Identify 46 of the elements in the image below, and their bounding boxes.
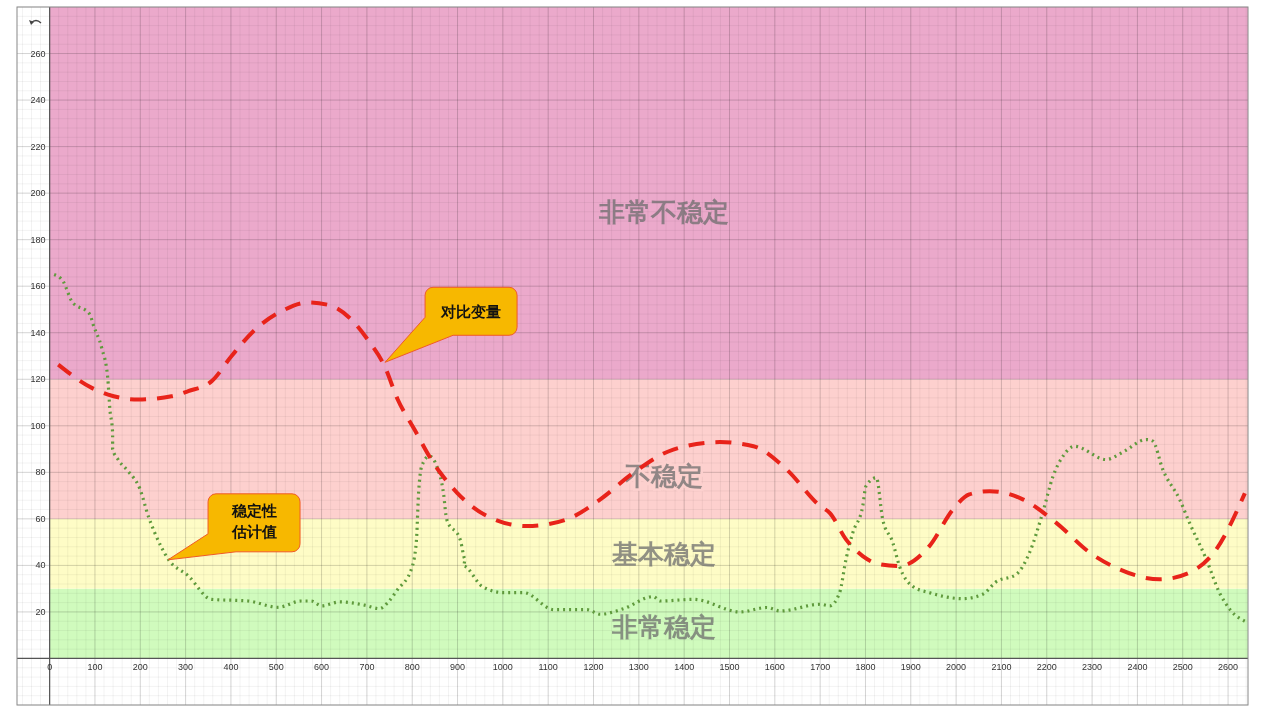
x-tick-label: 1400	[674, 662, 695, 673]
x-tick-label: 2500	[1172, 662, 1193, 673]
x-tick-label: 500	[268, 662, 284, 673]
y-tick-label: 40	[35, 560, 46, 571]
x-tick-label: 800	[404, 662, 420, 673]
x-tick-label: 1900	[900, 662, 921, 673]
x-tick-label: 2300	[1082, 662, 1103, 673]
x-tick-label: 1300	[628, 662, 649, 673]
annotation: 稳定性估计值	[230, 501, 277, 540]
x-tick-label: 2000	[946, 662, 967, 673]
y-tick-label: 120	[30, 374, 46, 385]
y-tick-label: 180	[30, 234, 46, 245]
band-label: 基本稳定	[610, 538, 716, 569]
x-tick-label: 1200	[583, 662, 604, 673]
band-label: 非常稳定	[610, 611, 716, 642]
y-tick-label: 260	[30, 48, 46, 59]
x-tick-label: 1100	[538, 662, 558, 673]
x-tick-label: 100	[87, 662, 103, 673]
y-tick-label: 60	[35, 513, 46, 524]
x-tick-label: 700	[359, 662, 375, 673]
x-tick-label: 1700	[810, 662, 831, 673]
y-tick-label: 100	[30, 420, 46, 431]
x-tick-label: 1500	[719, 662, 740, 673]
x-tick-label: 2400	[1127, 662, 1148, 673]
band-label: 非常不稳定	[597, 196, 729, 227]
x-tick-label: 1000	[492, 662, 513, 673]
y-tick-label: 240	[30, 95, 46, 106]
x-tick-label: 2600	[1218, 662, 1239, 673]
y-tick-label: 80	[35, 467, 46, 478]
x-tick-label: 300	[178, 662, 194, 673]
y-tick-label: 140	[30, 327, 46, 338]
x-tick-label: 900	[450, 662, 466, 673]
x-tick-label: 2200	[1036, 662, 1057, 673]
annotation: 对比变量	[440, 303, 502, 321]
x-tick-label: 0	[47, 662, 53, 673]
x-tick-label: 2100	[991, 662, 1012, 673]
y-tick-label: 220	[30, 141, 46, 152]
line-series	[56, 300, 1247, 582]
y-tick-label: 160	[30, 281, 46, 292]
x-tick-label: 1800	[855, 662, 876, 673]
x-tick-label: 1600	[764, 662, 785, 673]
x-tick-label: 600	[314, 662, 330, 673]
y-tick-label: 200	[30, 188, 46, 199]
x-tick-label: 400	[223, 662, 239, 673]
x-tick-label: 200	[132, 662, 148, 673]
y-tick-label: 20	[35, 606, 46, 617]
